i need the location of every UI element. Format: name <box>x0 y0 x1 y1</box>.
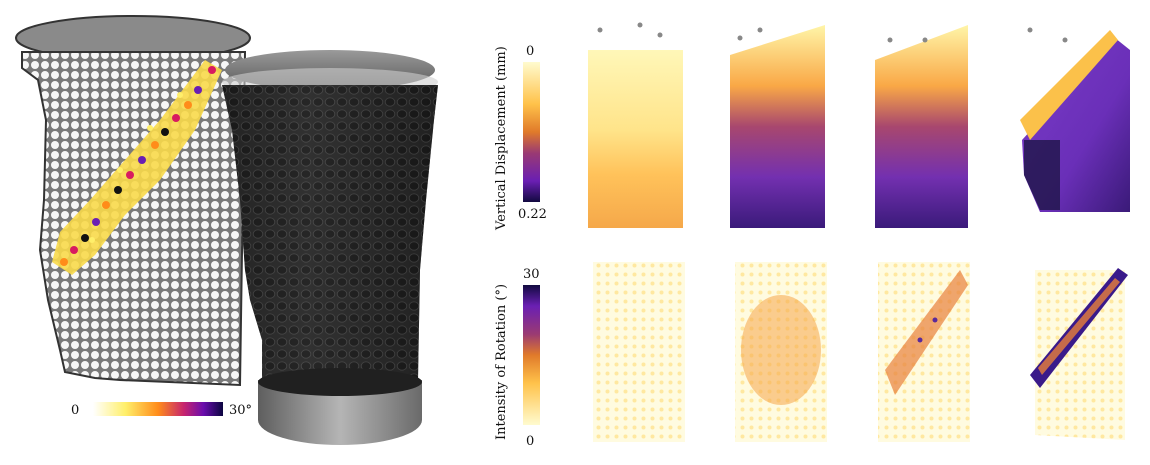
left-colorbar-max-label: 30° <box>229 403 252 418</box>
rotation-colorbar <box>523 285 540 425</box>
vertical-colorbar-bottom-label: 0.22 <box>518 207 547 222</box>
rotation-panel-3 <box>878 262 970 442</box>
rotation-colorbar-bottom-label: 0 <box>526 434 534 449</box>
rotation-panel-4 <box>1030 268 1128 440</box>
displacement-panel-3 <box>875 25 968 228</box>
rotation-panels <box>593 262 1128 442</box>
rotation-legend: Intensity of Rotation (°) 30 0 <box>494 267 540 449</box>
vertical-displacement-colorbar <box>523 62 540 202</box>
rotation-panel-2 <box>735 262 827 442</box>
displacement-panel-4 <box>1020 27 1130 212</box>
vertical-displacement-legend: Vertical Displacement (mm) 0 0.22 <box>494 44 547 231</box>
rotation-panel-1 <box>593 262 685 442</box>
left-colorbar-min-label: 0 <box>71 403 79 418</box>
rotation-title: Intensity of Rotation (°) <box>494 284 509 440</box>
membrane-outline <box>21 51 247 387</box>
rotation-colorbar-top-label: 30 <box>523 267 540 282</box>
displacement-panel-2 <box>730 25 825 228</box>
vertical-colorbar-top-label: 0 <box>526 44 534 59</box>
left-colorbar <box>93 402 223 416</box>
shear-band-grains <box>60 66 216 266</box>
displacement-panels <box>588 20 1130 228</box>
displacement-panel-1 <box>588 20 683 228</box>
vertical-displacement-title: Vertical Displacement (mm) <box>494 46 509 231</box>
shear-band-cross-section: 0 30° <box>15 15 252 418</box>
specimen-rendering <box>222 50 438 445</box>
